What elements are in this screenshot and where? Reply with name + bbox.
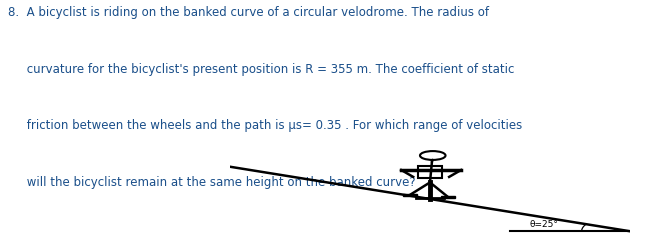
Text: 8.  A bicyclist is riding on the banked curve of a circular velodrome. The radiu: 8. A bicyclist is riding on the banked c… — [8, 6, 489, 19]
Text: will the bicyclist remain at the same height on the banked curve?: will the bicyclist remain at the same he… — [8, 175, 415, 188]
Text: friction between the wheels and the path is μs= 0.35 . For which range of veloci: friction between the wheels and the path… — [8, 119, 522, 132]
Bar — [418, 166, 442, 178]
Text: curvature for the bicyclist's present position is R = 355 m. The coefficient of : curvature for the bicyclist's present po… — [8, 62, 514, 76]
Bar — [403, 194, 417, 196]
Text: θ=25°: θ=25° — [530, 220, 559, 228]
Bar — [441, 196, 455, 198]
